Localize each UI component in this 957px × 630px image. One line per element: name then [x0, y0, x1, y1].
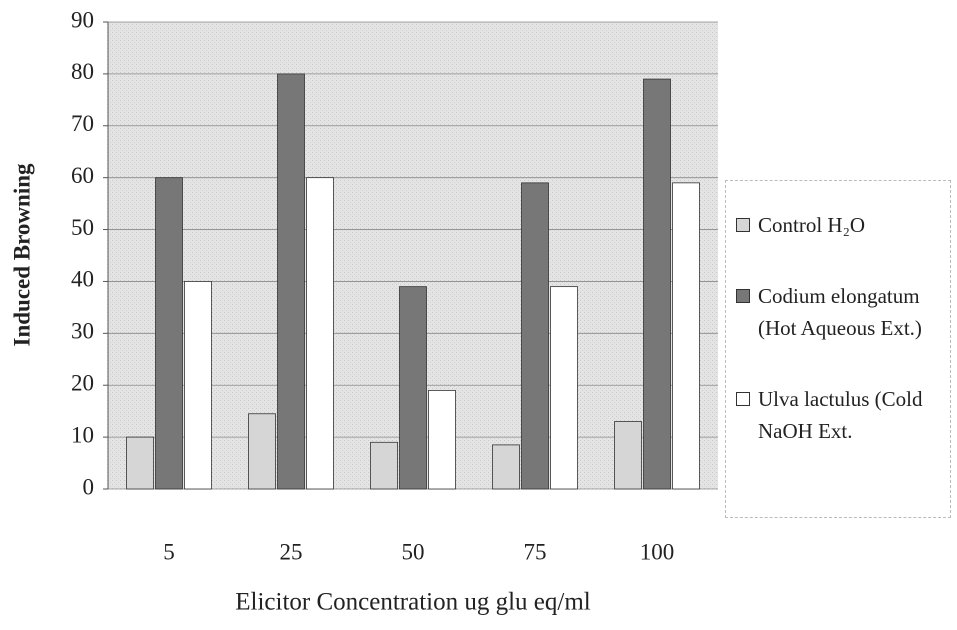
- legend-item: Control H₂O: [736, 209, 944, 242]
- legend-swatch: [736, 288, 750, 303]
- legend-label: Control H₂O: [758, 213, 866, 237]
- legend-label: Ulva lactulus (Cold NaOH Ext.: [758, 386, 923, 444]
- y-tick-label: 80: [71, 59, 94, 84]
- legend-item: Ulva lactulus (Cold NaOH Ext.: [736, 383, 944, 448]
- x-tick-label: 100: [640, 539, 675, 564]
- y-tick-label: 90: [71, 7, 94, 32]
- bar: [277, 73, 305, 490]
- y-tick-label: 20: [71, 371, 94, 396]
- bar: [614, 421, 642, 490]
- legend-swatch: [736, 218, 750, 232]
- y-tick-label: 70: [71, 111, 94, 136]
- bar: [155, 177, 183, 490]
- legend: Control H₂O Codium elongatum (Hot Aqueous…: [725, 180, 951, 518]
- bar: [370, 441, 398, 490]
- x-axis-label: Elicitor Concentration ug glu eq/ml: [235, 589, 591, 616]
- bar: [492, 444, 520, 490]
- x-tick-label: 25: [280, 539, 303, 564]
- bar: [672, 182, 700, 490]
- bar: [643, 78, 671, 490]
- bar: [306, 177, 334, 490]
- bar: [248, 413, 276, 490]
- y-tick-label: 0: [83, 474, 95, 499]
- y-tick-label: 40: [71, 267, 94, 292]
- bar: [521, 182, 549, 490]
- x-tick-label: 50: [402, 539, 425, 564]
- x-tick-label: 5: [163, 539, 175, 564]
- bar: [428, 390, 456, 490]
- bar: [550, 286, 578, 490]
- legend-swatch: [736, 391, 750, 406]
- y-tick-label: 10: [71, 422, 94, 447]
- x-tick-label: 75: [524, 539, 547, 564]
- bar: [184, 281, 212, 490]
- y-tick-label: 50: [71, 215, 94, 240]
- y-tick-label: 30: [71, 319, 94, 344]
- legend-item: Codium elongatum (Hot Aqueous Ext.): [736, 280, 944, 345]
- y-axis-label: Induced Browning: [9, 163, 34, 347]
- legend-label: Codium elongatum (Hot Aqueous Ext.): [758, 283, 922, 341]
- bar: [126, 436, 154, 490]
- y-tick-label: 60: [71, 163, 94, 188]
- bar: [399, 286, 427, 490]
